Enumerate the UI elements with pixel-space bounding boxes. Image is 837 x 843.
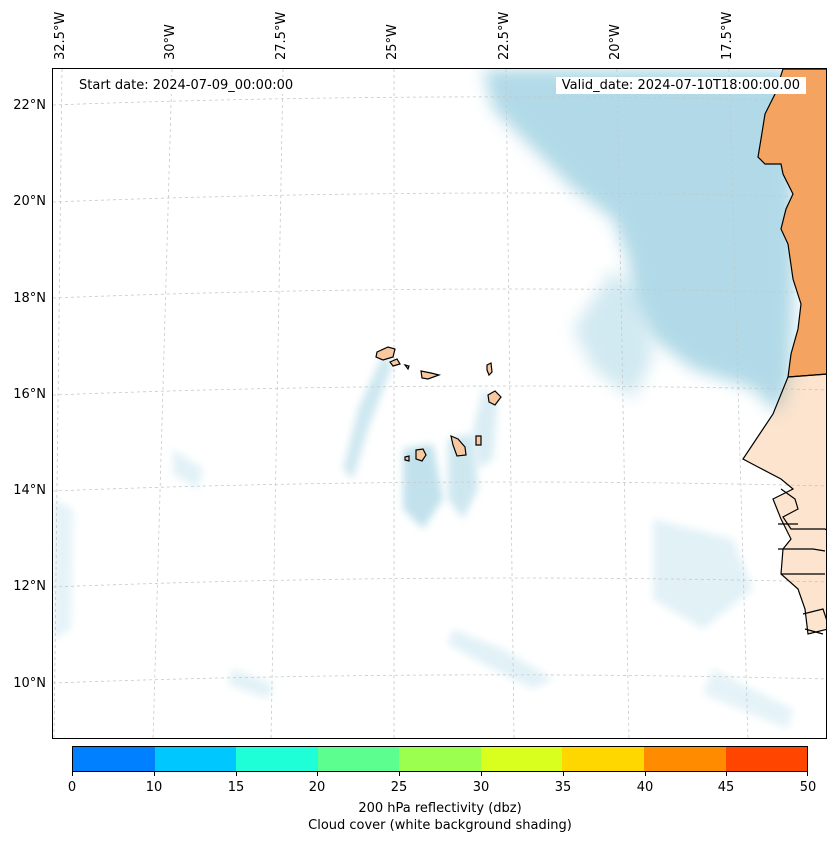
- colorbar-tick-50: 50: [799, 780, 817, 795]
- colorbar-segment-40-45: [643, 747, 726, 771]
- valid-date-label: Valid_date: 2024-07-10T18:00:00.00: [555, 77, 806, 94]
- lon-label-32-5w: 32.5°W: [53, 11, 68, 60]
- cloud-band-2: [403, 444, 443, 529]
- land-senegal-gambia-coast: [778, 488, 826, 635]
- colorbar-tickmark: [154, 772, 155, 776]
- lon-label-22-5w: 22.5°W: [497, 11, 512, 60]
- island-santa-luzia: [403, 364, 410, 371]
- graticule: [53, 69, 826, 738]
- gridline-lat-18: [53, 288, 826, 299]
- gridline-lat-12: [53, 577, 826, 588]
- colorbar-tickmark: [481, 772, 482, 776]
- island-sal: [486, 362, 493, 377]
- gridline-lon-32-5: [53, 69, 63, 738]
- cloud-streak-south-1: [448, 629, 553, 689]
- colorbar-tick-0: 0: [67, 780, 77, 795]
- cloud-streak-south-4: [703, 669, 793, 729]
- colorbar-tickmark: [563, 772, 564, 776]
- lat-label-16n: 16°N: [13, 387, 46, 402]
- colorbar-tickmark: [726, 772, 727, 776]
- gridline-lat-10: [53, 674, 826, 684]
- cloud-band-1: [343, 354, 393, 479]
- lon-label-20w: 20°W: [608, 24, 623, 60]
- lat-label-12n: 12°N: [13, 579, 46, 594]
- colorbar-tick-45: 45: [717, 780, 735, 795]
- colorbar-tickmark: [72, 772, 73, 776]
- island-santo-antao: [375, 346, 396, 361]
- cloud-cover-layer: [53, 69, 795, 729]
- lat-label-10n: 10°N: [13, 676, 46, 691]
- colorbar-title: 200 hPa reflectivity (dbz): [358, 801, 522, 816]
- island-sao-nicolau: [420, 370, 442, 380]
- cloud-mass-northeast: [483, 69, 795, 414]
- colorbar-tick-25: 25: [390, 780, 408, 795]
- colorbar-segment-45-50: [725, 747, 808, 771]
- colorbar-tick-35: 35: [554, 780, 572, 795]
- colorbar-tick-30: 30: [472, 780, 490, 795]
- gridline-lat-16: [53, 385, 826, 396]
- colorbar-tickmark: [236, 772, 237, 776]
- colorbar-tick-40: 40: [636, 780, 654, 795]
- gridline-lat-14: [53, 481, 826, 492]
- start-date-label: Start date: 2024-07-09_00:00:00: [73, 77, 300, 94]
- colorbar-tickmark: [807, 772, 808, 776]
- map-canvas: [53, 69, 826, 738]
- island-santiago: [450, 434, 467, 457]
- lat-label-14n: 14°N: [13, 483, 46, 498]
- colorbar-tickmark: [645, 772, 646, 776]
- colorbar-segment-20-25: [317, 747, 400, 771]
- colorbar-tick-15: 15: [227, 780, 245, 795]
- gridline-lon-17-5: [728, 69, 749, 738]
- colorbar-segment-15-20: [236, 747, 318, 771]
- gridline-lat-20: [53, 192, 826, 203]
- island-fogo: [415, 448, 427, 462]
- island-maio: [475, 435, 482, 446]
- lon-label-25w: 25°W: [385, 24, 400, 60]
- lon-label-17-5w: 17.5°W: [720, 11, 735, 60]
- gridline-lon-27-5: [270, 69, 284, 738]
- cloud-cover-southeast: [653, 519, 753, 629]
- cloud-tail-southwest: [573, 269, 653, 399]
- cloud-streak-south-2: [173, 449, 203, 489]
- lat-label-20n: 20°N: [13, 194, 46, 209]
- map-panel: Start date: 2024-07-09_00:00:00 Valid_da…: [52, 68, 827, 739]
- cloud-band-3: [448, 434, 478, 519]
- gridline-lon-22-5: [505, 69, 515, 738]
- island-boa-vista: [487, 390, 502, 406]
- cloud-edge-west: [53, 499, 73, 639]
- colorbar-segment-25-30: [399, 747, 481, 771]
- gridline-lon-30: [152, 69, 173, 738]
- land-africa-south: [742, 373, 826, 635]
- colorbar-tick-10: 10: [145, 780, 163, 795]
- lon-label-30w: 30°W: [163, 24, 178, 60]
- colorbar-segment-35-40: [562, 747, 644, 771]
- colorbar-tickmark: [399, 772, 400, 776]
- colorbar-segment-10-15: [154, 747, 237, 771]
- lon-label-27-5w: 27.5°W: [274, 11, 289, 60]
- colorbar-subtitle: Cloud cover (white background shading): [308, 818, 572, 833]
- land-africa-north: [757, 69, 826, 378]
- colorbar-tick-20: 20: [308, 780, 326, 795]
- gridline-lon-20: [616, 69, 630, 738]
- colorbar: [72, 746, 808, 772]
- cloud-streak-south-3: [228, 669, 273, 699]
- colorbar-segment-0-10: [73, 747, 155, 771]
- lat-label-22n: 22°N: [13, 98, 46, 113]
- gridline-lat-22: [53, 96, 826, 106]
- island-sao-vicente: [389, 358, 401, 367]
- cape-verde-islands: [375, 346, 502, 462]
- colorbar-segment-30-35: [480, 747, 563, 771]
- lat-label-18n: 18°N: [13, 291, 46, 306]
- island-brava: [404, 455, 410, 462]
- cloud-band-4: [473, 389, 498, 469]
- colorbar-tickmark: [317, 772, 318, 776]
